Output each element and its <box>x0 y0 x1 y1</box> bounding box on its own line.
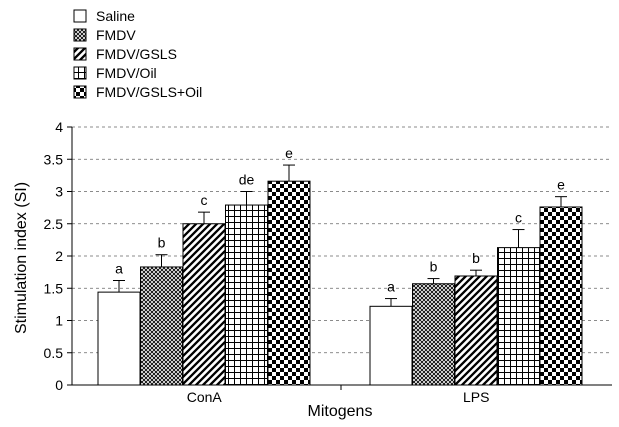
legend-swatch <box>73 9 87 23</box>
bar <box>140 266 183 386</box>
significance-label: e <box>557 177 565 193</box>
significance-label: b <box>430 259 438 275</box>
x-tick-label: LPS <box>463 389 489 405</box>
bar <box>225 204 268 386</box>
x-axis-label: Mitogens <box>308 403 373 420</box>
y-axis-label: Stimulation index (SI) <box>13 182 30 334</box>
bar <box>267 180 311 386</box>
legend: Saline FMDV FMDV/GSLS FMDV/Oil FMDV/GSLS+Oil <box>73 8 202 100</box>
x-tick-label: ConA <box>187 389 223 405</box>
bar <box>97 291 141 386</box>
y-tick-label: 3 <box>55 184 63 200</box>
bar <box>539 206 583 386</box>
significance-label: e <box>285 145 293 161</box>
bar <box>497 247 540 386</box>
significance-label: b <box>472 250 480 266</box>
significance-label: a <box>115 261 123 277</box>
y-tick-label: 3.5 <box>44 151 64 167</box>
legend-swatch <box>73 66 87 80</box>
significance-label: b <box>158 235 166 251</box>
bar <box>454 275 498 386</box>
y-tick-label: 2.5 <box>44 216 64 232</box>
bar <box>369 305 413 386</box>
y-tick-label: 0.5 <box>44 345 64 361</box>
significance-label: a <box>387 279 395 295</box>
y-tick-label: 0 <box>55 377 63 393</box>
bar <box>412 283 455 386</box>
significance-label: de <box>239 172 255 188</box>
legend-label: FMDV/Oil <box>96 65 157 81</box>
axes: 0 0.5 1 1.5 2 2.5 3 3.5 4 ConA LPS <box>44 119 612 405</box>
legend-swatch <box>73 85 87 99</box>
significance-label: c <box>201 192 208 208</box>
legend-swatch <box>73 28 87 42</box>
y-tick-label: 2 <box>55 248 63 264</box>
y-tick-label: 1.5 <box>44 280 64 296</box>
significance-label: c <box>515 210 522 226</box>
legend-label: FMDV <box>96 27 136 43</box>
legend-swatch <box>73 47 87 61</box>
bar <box>182 223 226 386</box>
legend-label: FMDV/GSLS <box>96 46 177 62</box>
y-tick-label: 1 <box>55 313 63 329</box>
legend-label: Saline <box>96 8 135 24</box>
bars: a b c de e a b b c e <box>97 145 583 386</box>
y-tick-label: 4 <box>55 119 63 135</box>
legend-label: FMDV/GSLS+Oil <box>96 84 202 100</box>
